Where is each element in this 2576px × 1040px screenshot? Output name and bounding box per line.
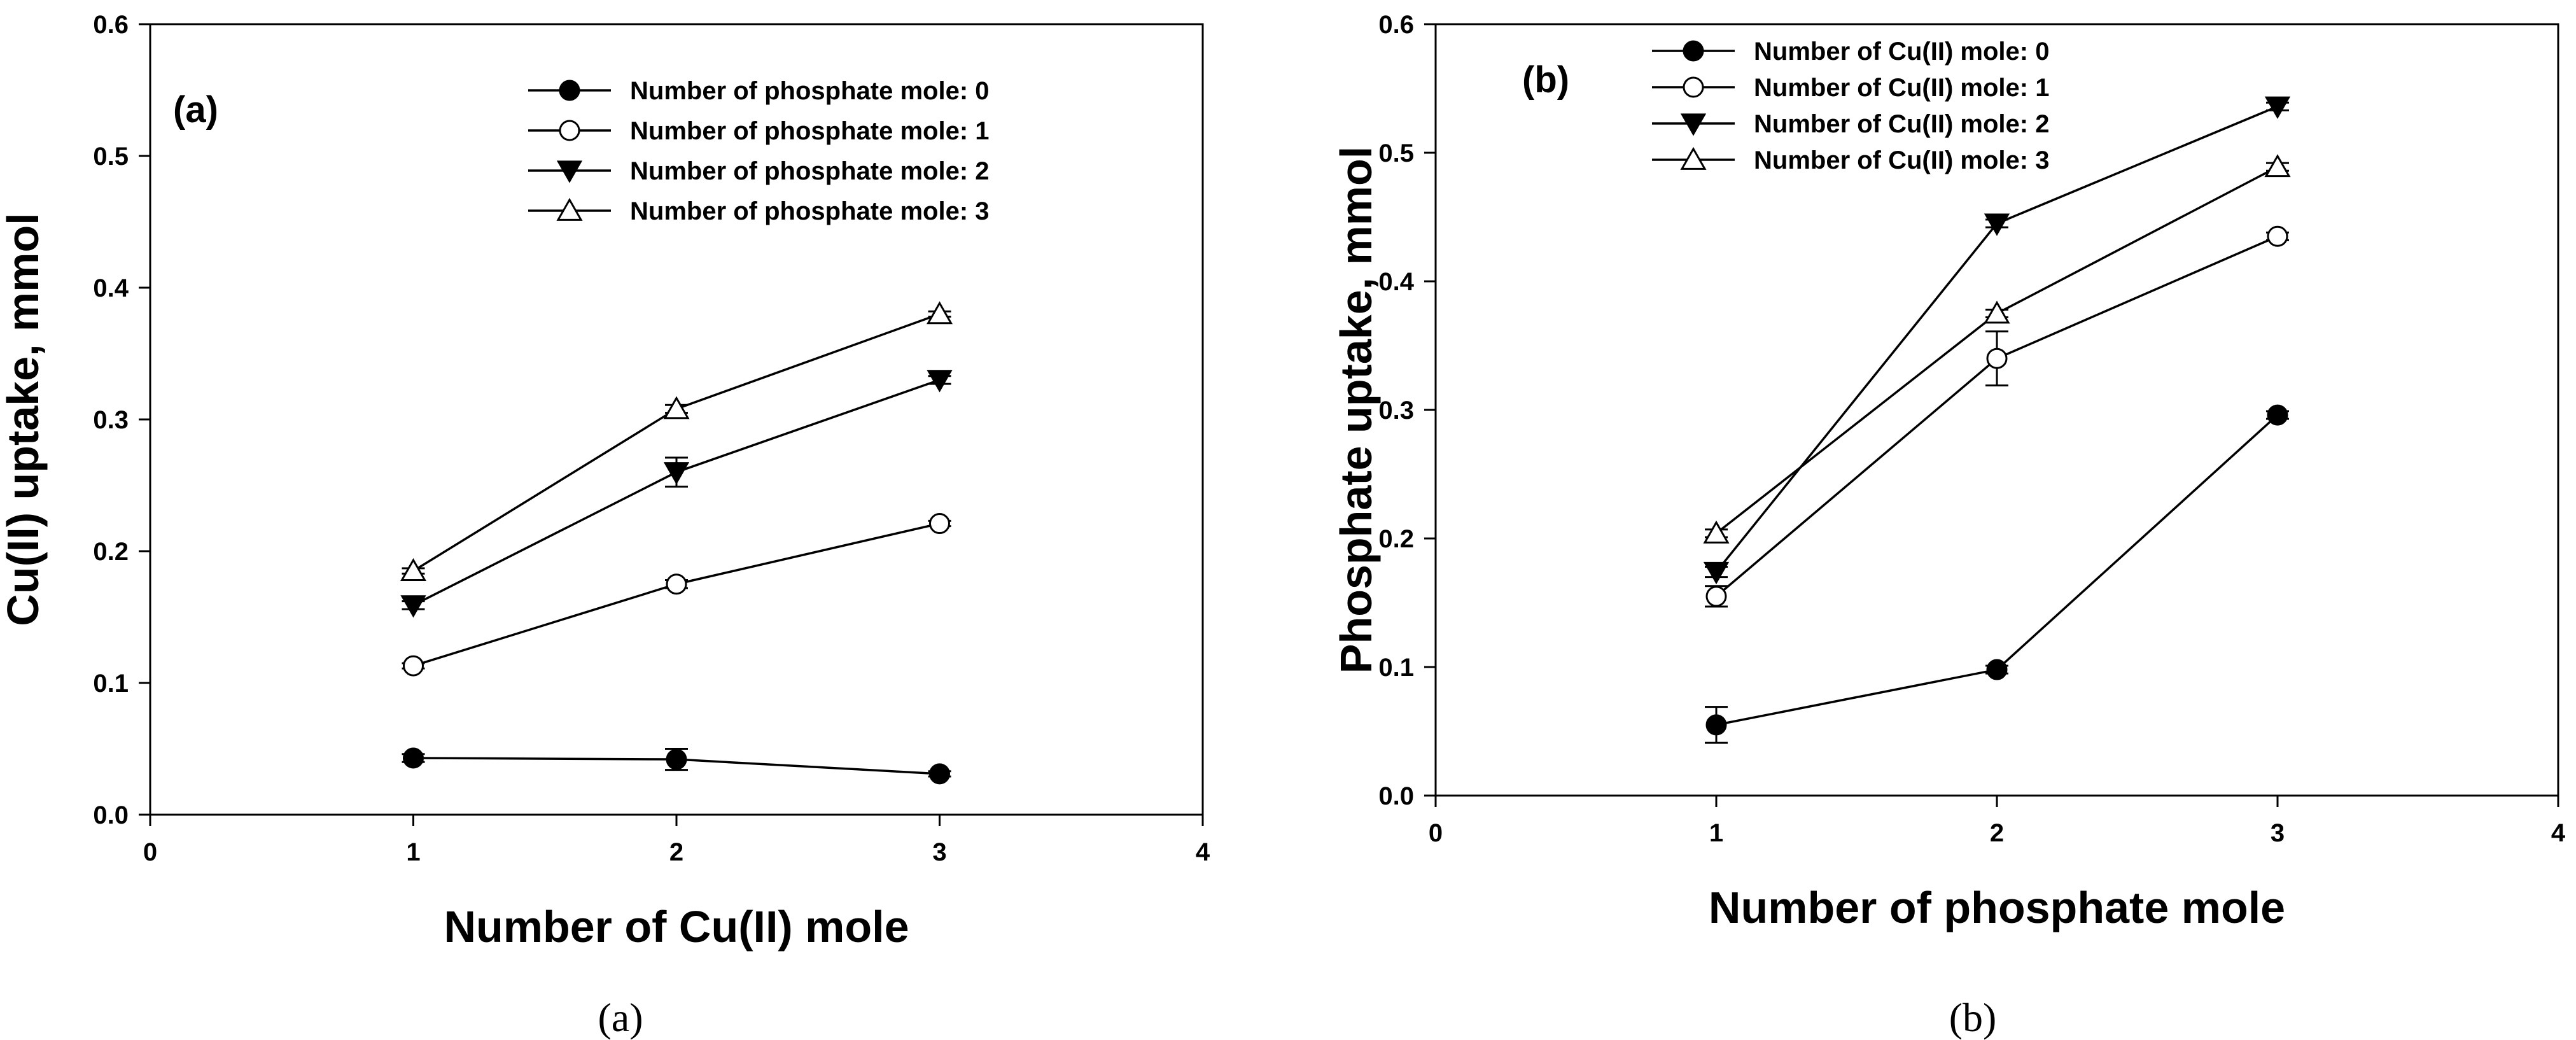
y-tick-label: 0.0 — [1378, 782, 1414, 810]
x-tick-label: 3 — [2271, 819, 2285, 847]
data-point — [663, 396, 690, 419]
legend-marker — [556, 160, 583, 183]
x-axis-title: Number of Cu(II) mole — [444, 902, 909, 952]
data-point — [1703, 520, 1730, 544]
data-point — [2267, 404, 2288, 426]
legend-item: Number of Cu(II) mole: 0 — [1652, 38, 2049, 66]
data-point — [1984, 300, 2010, 324]
series-number-of-phosphate-mole-0 — [402, 747, 951, 785]
series-number-of-cu-ii-mole-2 — [1703, 96, 2291, 585]
data-point — [403, 747, 424, 769]
x-tick-label: 0 — [143, 838, 157, 866]
data-point — [666, 748, 687, 770]
data-point — [400, 558, 427, 581]
series-number-of-phosphate-mole-3 — [400, 301, 953, 581]
panel-label: (b) — [1522, 59, 1569, 101]
data-point — [1986, 659, 2008, 680]
y-tick-label: 0.5 — [1378, 139, 1414, 167]
legend-item: Number of Cu(II) mole: 2 — [1652, 110, 2049, 138]
x-tick-label: 0 — [1429, 819, 1443, 847]
legend-label: Number of phosphate mole: 3 — [630, 197, 990, 225]
data-point — [1705, 586, 1727, 607]
y-tick-label: 0.4 — [93, 274, 129, 302]
legend: Number of Cu(II) mole: 0 Number of Cu(II)… — [1652, 38, 2049, 174]
x-tick-label: 4 — [2551, 819, 2566, 847]
chart-a: 0.0 0.1 0.2 0.3 0.4 0.5 0.6 0 1 2 3 4 Number of Cu(I… — [0, 11, 1210, 952]
data-point — [1984, 213, 2010, 236]
legend-label: Number of Cu(II) mole: 1 — [1754, 74, 2049, 102]
legend-label: Number of Cu(II) mole: 2 — [1754, 110, 2049, 138]
legend-item: Number of Cu(II) mole: 3 — [1652, 146, 2049, 174]
data-point — [1703, 561, 1730, 585]
chart-b: 0.0 0.1 0.2 0.3 0.4 0.5 0.6 0 1 2 3 4 Number of phos… — [1331, 11, 2566, 932]
data-point — [929, 513, 950, 535]
data-point — [929, 763, 950, 785]
y-axis-title: Cu(II) uptake, mmol — [0, 213, 48, 626]
legend-label: Number of phosphate mole: 2 — [630, 157, 990, 185]
series-number-of-cu-ii-mole-3 — [1703, 154, 2291, 544]
legend-item: Number of phosphate mole: 1 — [528, 117, 990, 145]
legend-marker — [559, 120, 580, 141]
legend-item: Number of Cu(II) mole: 1 — [1652, 74, 2049, 102]
y-tick-label: 0.3 — [1378, 397, 1414, 425]
series-number-of-phosphate-mole-2 — [400, 370, 953, 618]
y-tick-label: 0.4 — [1378, 268, 1414, 296]
data-point — [400, 595, 426, 618]
series-number-of-phosphate-mole-1 — [402, 513, 951, 677]
legend-marker — [1683, 76, 1704, 98]
legend-marker — [1680, 146, 1707, 170]
data-point — [2264, 96, 2291, 119]
legend-marker — [559, 80, 580, 101]
data-point — [927, 370, 953, 393]
series-number-of-cu-ii-mole-1 — [1705, 225, 2289, 608]
y-tick-label: 0.2 — [1378, 525, 1414, 553]
legend-marker — [1683, 40, 1704, 62]
panel-label: (a) — [173, 89, 218, 130]
y-tick-label: 0.5 — [93, 143, 129, 171]
x-tick-label: 2 — [669, 838, 683, 866]
y-axis-title: Phosphate uptake, mmol — [1331, 146, 1381, 673]
x-tick-label: 4 — [1196, 838, 1210, 866]
legend-label: Number of Cu(II) mole: 3 — [1754, 146, 2049, 174]
legend-item: Number of phosphate mole: 3 — [528, 197, 990, 225]
x-tick-label: 2 — [1990, 819, 2004, 847]
x-tick-label: 3 — [932, 838, 946, 866]
data-point — [2267, 225, 2288, 247]
legend: Number of phosphate mole: 0 Number of pho… — [528, 77, 990, 225]
caption-a: (a) — [598, 995, 643, 1040]
legend-marker — [1680, 113, 1707, 136]
y-tick-label: 0.1 — [1378, 654, 1414, 682]
data-point — [666, 573, 687, 595]
y-tick-label: 0.2 — [93, 538, 129, 566]
caption-b: (b) — [1949, 995, 1997, 1040]
y-tick-label: 0.6 — [93, 11, 129, 39]
legend-marker — [556, 197, 583, 221]
y-tick-label: 0.6 — [1378, 11, 1414, 39]
legend-item: Number of phosphate mole: 0 — [528, 77, 990, 105]
legend-label: Number of Cu(II) mole: 0 — [1754, 38, 2049, 66]
data-point — [1986, 348, 2008, 369]
x-tick-label: 1 — [1709, 819, 1723, 847]
y-tick-label: 0.3 — [93, 406, 129, 434]
x-axis-title: Number of phosphate mole — [1709, 883, 2285, 932]
legend-label: Number of phosphate mole: 1 — [630, 117, 990, 145]
data-point — [2264, 154, 2291, 178]
series-number-of-cu-ii-mole-0 — [1705, 404, 2289, 744]
x-tick-label: 1 — [406, 838, 420, 866]
y-tick-label: 0.1 — [93, 670, 129, 698]
y-tick-label: 0.0 — [93, 801, 129, 829]
data-point — [403, 655, 424, 677]
data-point — [1705, 714, 1727, 736]
legend-item: Number of phosphate mole: 2 — [528, 157, 990, 185]
data-point — [663, 462, 690, 485]
legend-label: Number of phosphate mole: 0 — [630, 77, 990, 105]
data-point — [926, 301, 953, 325]
